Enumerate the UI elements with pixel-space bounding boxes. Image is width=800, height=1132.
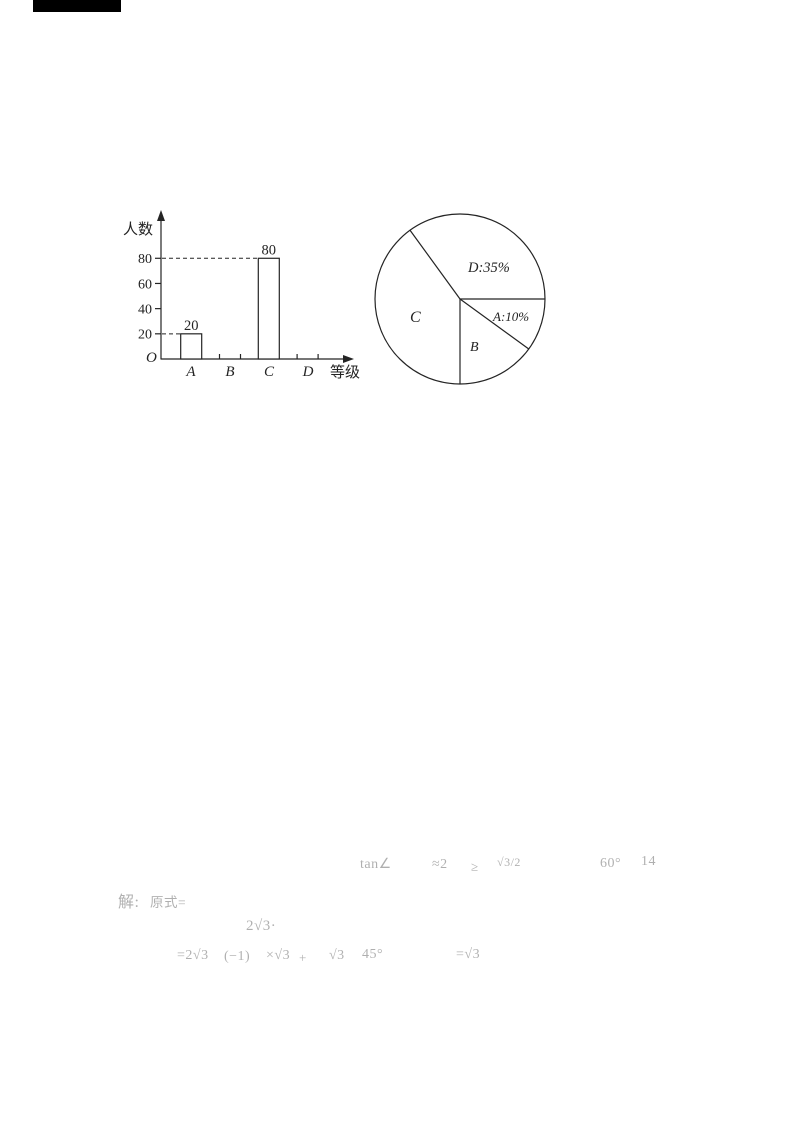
- category-label-c: C: [264, 364, 275, 380]
- y-tick-label: 20: [138, 328, 152, 343]
- bar-a: [180, 333, 203, 360]
- faint-text-fragment: 60°: [600, 856, 622, 871]
- bar-chart-generated: 20 40 60 80: [138, 252, 319, 359]
- statistics-figure: 20 40 60 80 20 80 人数 等级 O A B C D D:35% A:1…: [123, 210, 546, 385]
- bar-chart: 20 40 60 80 20 80 人数 等级 O A B C D: [123, 210, 360, 381]
- pie-chart: D:35% A:10% B C: [374, 213, 546, 385]
- faint-text-fragment: (−1): [224, 949, 251, 964]
- faint-text-fragment: =√3: [456, 947, 481, 962]
- x-axis-title: 等级: [330, 363, 360, 381]
- pie-boundary-line: [459, 298, 530, 350]
- faint-text-fragment: ≈2: [432, 857, 448, 872]
- y-tick-label: 80: [138, 252, 152, 267]
- faint-text-fragment: 解:: [118, 894, 140, 911]
- faint-text-fragment: 14: [641, 854, 656, 869]
- faint-text-fragment: √3: [329, 948, 345, 963]
- faint-text-fragment: √3/2: [497, 855, 521, 869]
- pie-label-a: A:10%: [492, 309, 529, 324]
- top-black-bar: [33, 0, 121, 12]
- faint-text-fragment: ≥: [471, 859, 479, 874]
- y-axis-title: 人数: [123, 221, 153, 238]
- category-label-d: D: [302, 364, 314, 380]
- faint-text-fragment: 2√3·: [246, 918, 277, 934]
- bar-c: [257, 257, 280, 360]
- bar-c-value-label: 80: [262, 242, 277, 258]
- pie-label-d: D:35%: [467, 260, 510, 276]
- origin-label: O: [146, 350, 157, 366]
- x-axis-arrow-icon: [343, 355, 354, 363]
- faint-text-fragment: =2√3: [177, 948, 209, 963]
- category-label-a: A: [185, 364, 196, 380]
- y-axis-arrow-icon: [157, 210, 165, 221]
- faint-text-fragment: +: [299, 950, 307, 965]
- y-tick-label: 60: [138, 277, 152, 292]
- bar-a-value-label: 20: [184, 318, 199, 334]
- y-tick-label: 40: [138, 302, 152, 317]
- faint-text-fragment: tan∠: [360, 857, 392, 872]
- pie-boundary-line: [409, 229, 461, 300]
- faint-text-fragment: 原式=: [150, 895, 187, 910]
- category-label-b: B: [225, 364, 234, 380]
- faint-text-fragment: 45°: [362, 947, 384, 962]
- faint-text-fragment: ×√3: [266, 948, 291, 963]
- pie-label-b: B: [470, 340, 479, 355]
- pie-slice-lines: [409, 229, 545, 384]
- pie-label-c: C: [410, 309, 421, 326]
